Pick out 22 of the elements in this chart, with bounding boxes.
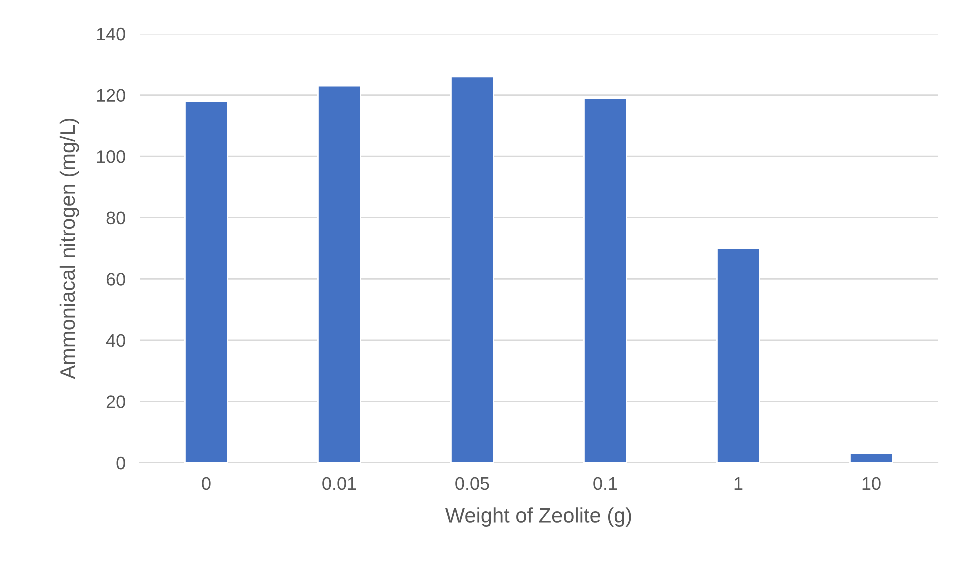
bar xyxy=(450,76,494,463)
y-tick-label: 120 xyxy=(97,89,126,102)
y-tick-label: 80 xyxy=(106,212,126,225)
y-tick-label: 100 xyxy=(97,150,126,164)
y-tick-label: 140 xyxy=(97,28,126,41)
bar xyxy=(716,248,760,463)
bar xyxy=(850,453,894,463)
y-tick-label: 40 xyxy=(106,334,126,348)
x-tick-label: 1 xyxy=(734,478,743,490)
x-tick-label: 0.05 xyxy=(456,477,490,490)
x-tick-label: 0.01 xyxy=(322,477,356,490)
bar xyxy=(184,100,228,463)
y-tick-label: 0 xyxy=(116,456,126,470)
y-tick-label: 60 xyxy=(106,273,126,286)
x-tick-label: 0 xyxy=(202,477,211,490)
x-tick-label: 0.1 xyxy=(594,477,618,490)
x-axis-title: Weight of Zeolite (g) xyxy=(445,508,632,528)
y-axis-title: Ammoniacal nitrogen (mg/L) xyxy=(60,118,80,380)
bar xyxy=(584,98,628,463)
x-tick-label: 10 xyxy=(862,477,881,490)
y-tick-label: 20 xyxy=(106,396,126,408)
bar xyxy=(318,85,362,463)
